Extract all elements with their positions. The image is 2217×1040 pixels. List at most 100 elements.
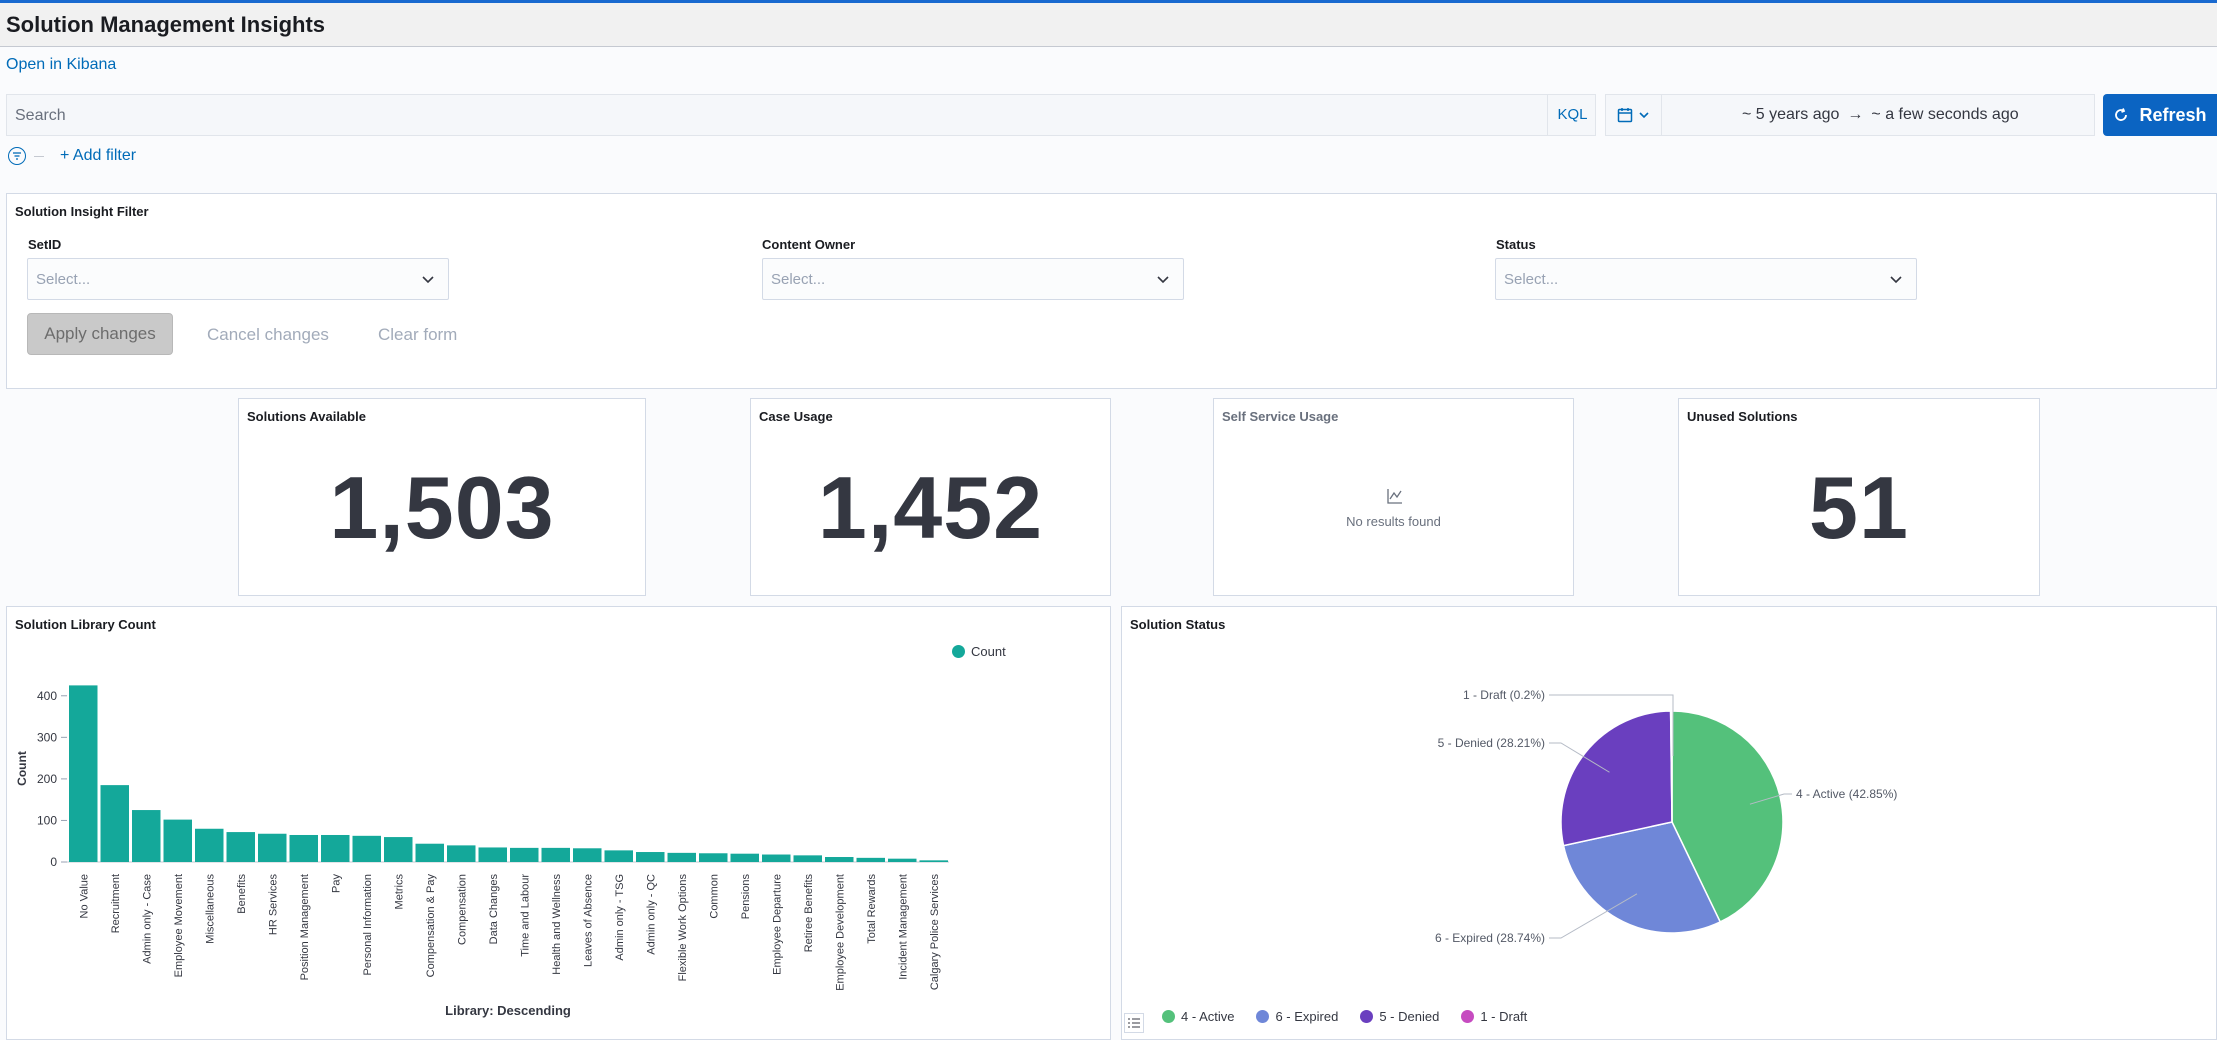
chart-legend[interactable]: Count (952, 644, 1006, 659)
bar[interactable] (69, 685, 98, 862)
select-placeholder: Select... (36, 271, 91, 288)
filter-bar: + Add filter (8, 147, 136, 165)
x-tick-label: Compensation (456, 874, 468, 945)
filter-divider (34, 155, 44, 157)
metric-value: 1,452 (817, 458, 1044, 557)
bar[interactable] (163, 819, 193, 862)
content-owner-label: Content Owner (762, 237, 856, 252)
bar[interactable] (226, 832, 256, 862)
arrow-right-icon: → (1847, 106, 1864, 123)
bar[interactable] (856, 857, 886, 862)
legend-label: 5 - Denied (1379, 1009, 1440, 1024)
setid-select[interactable]: Select... (27, 258, 449, 300)
legend-label: 4 - Active (1181, 1009, 1235, 1024)
add-filter-button[interactable]: + Add filter (60, 147, 137, 164)
cancel-changes-button[interactable]: Cancel changes (207, 325, 329, 344)
y-tick-label: 300 (37, 730, 57, 744)
x-tick-label: Employee Departure (771, 874, 783, 975)
y-tick-label: 0 (50, 855, 57, 869)
status-select[interactable]: Select... (1495, 258, 1917, 300)
open-in-kibana-link[interactable]: Open in Kibana (6, 56, 117, 73)
refresh-button[interactable]: Refresh (2103, 94, 2217, 136)
panel-title: Case Usage (759, 409, 833, 424)
x-axis-label: Library: Descending (445, 1003, 571, 1018)
x-tick-label: Recruitment (110, 874, 122, 933)
bar[interactable] (258, 833, 287, 862)
content-owner-select[interactable]: Select... (762, 258, 1184, 300)
bar[interactable] (888, 858, 917, 862)
bar[interactable] (321, 834, 350, 862)
label-leader-line (1749, 793, 1792, 805)
bar[interactable] (384, 837, 413, 862)
bar[interactable] (510, 847, 539, 862)
y-axis-label: Count (15, 751, 29, 786)
legend-item[interactable]: 4 - Active (1162, 1009, 1234, 1024)
search-input[interactable]: Search (6, 94, 1596, 136)
x-tick-label: Incident Management (897, 874, 909, 980)
bar[interactable] (604, 850, 634, 862)
legend-dot (1360, 1010, 1374, 1023)
kql-language-button[interactable]: KQL (1547, 94, 1597, 136)
legend-item[interactable]: 1 - Draft (1461, 1009, 1527, 1024)
date-picker[interactable]: ~ 5 years ago → ~ a few seconds ago (1605, 94, 2095, 136)
legend-label: 6 - Expired (1275, 1009, 1339, 1024)
bar[interactable] (100, 785, 130, 862)
legend-item[interactable]: 5 - Denied (1360, 1009, 1439, 1024)
panel-title: Solution Insight Filter (15, 204, 149, 219)
bar[interactable] (447, 845, 476, 862)
x-tick-label: Metrics (393, 874, 405, 910)
date-start[interactable]: ~ 5 years ago (1742, 106, 1840, 123)
x-tick-label: Retiree Benefits (803, 874, 815, 953)
chart-legend: 4 - Active 6 - Expired 5 - Denied 1 - Draft (1162, 1009, 1527, 1024)
bar[interactable] (541, 847, 571, 862)
bar[interactable] (919, 860, 949, 862)
bar[interactable] (352, 835, 382, 862)
clear-form-button[interactable]: Clear form (378, 325, 458, 344)
pie-slice[interactable] (1671, 710, 1784, 923)
bar[interactable] (667, 852, 697, 862)
x-tick-label: No Value (78, 874, 90, 918)
legend-dot (1256, 1010, 1270, 1023)
chevron-down-icon (1639, 112, 1649, 119)
pie-slice[interactable] (1560, 710, 1673, 847)
date-end[interactable]: ~ a few seconds ago (1871, 106, 2019, 123)
setid-label: SetID (28, 237, 62, 252)
x-tick-label: Data Changes (488, 874, 500, 945)
app-header: Solution Management Insights (0, 0, 2217, 47)
bar[interactable] (762, 854, 791, 862)
metric-panel-unused-solutions: Unused Solutions 51 (1678, 398, 2040, 596)
page-title: Solution Management Insights (6, 12, 326, 37)
bar[interactable] (415, 843, 445, 862)
panel-title: Self Service Usage (1222, 409, 1339, 424)
x-tick-label: Admin only - Case (141, 874, 153, 964)
x-tick-label: Employee Development (834, 874, 846, 991)
legend-toggle-icon[interactable] (1124, 1013, 1144, 1033)
bar[interactable] (195, 828, 224, 862)
bar[interactable] (132, 810, 161, 862)
x-tick-label: Miscellaneous (204, 874, 216, 944)
pie-slice[interactable] (1669, 710, 1673, 823)
x-tick-label: Calgary Police Services (929, 874, 941, 991)
bar[interactable] (573, 848, 602, 862)
bar[interactable] (699, 853, 728, 862)
y-tick-label: 100 (37, 813, 57, 827)
legend-item[interactable]: 6 - Expired (1256, 1009, 1338, 1024)
no-results-text: No results found (1346, 514, 1441, 529)
bar[interactable] (636, 852, 665, 862)
slice-label: 6 - Expired (28.74%) (1435, 931, 1545, 945)
label-leader-line (1549, 742, 1610, 773)
bar[interactable] (289, 834, 319, 862)
bar[interactable] (730, 853, 760, 862)
quick-menu-button[interactable] (1606, 95, 1662, 135)
pie-slice[interactable] (1562, 821, 1722, 934)
legend-label: 1 - Draft (1480, 1009, 1528, 1024)
bar[interactable] (478, 847, 508, 862)
filter-menu-icon[interactable] (8, 147, 26, 165)
apply-changes-button[interactable]: Apply changes (27, 313, 173, 355)
panel-title: Unused Solutions (1687, 409, 1798, 424)
x-tick-label: Pensions (740, 874, 752, 920)
select-placeholder: Select... (771, 271, 826, 288)
bar[interactable] (793, 855, 823, 862)
select-placeholder: Select... (1504, 271, 1559, 288)
bar[interactable] (825, 857, 854, 862)
